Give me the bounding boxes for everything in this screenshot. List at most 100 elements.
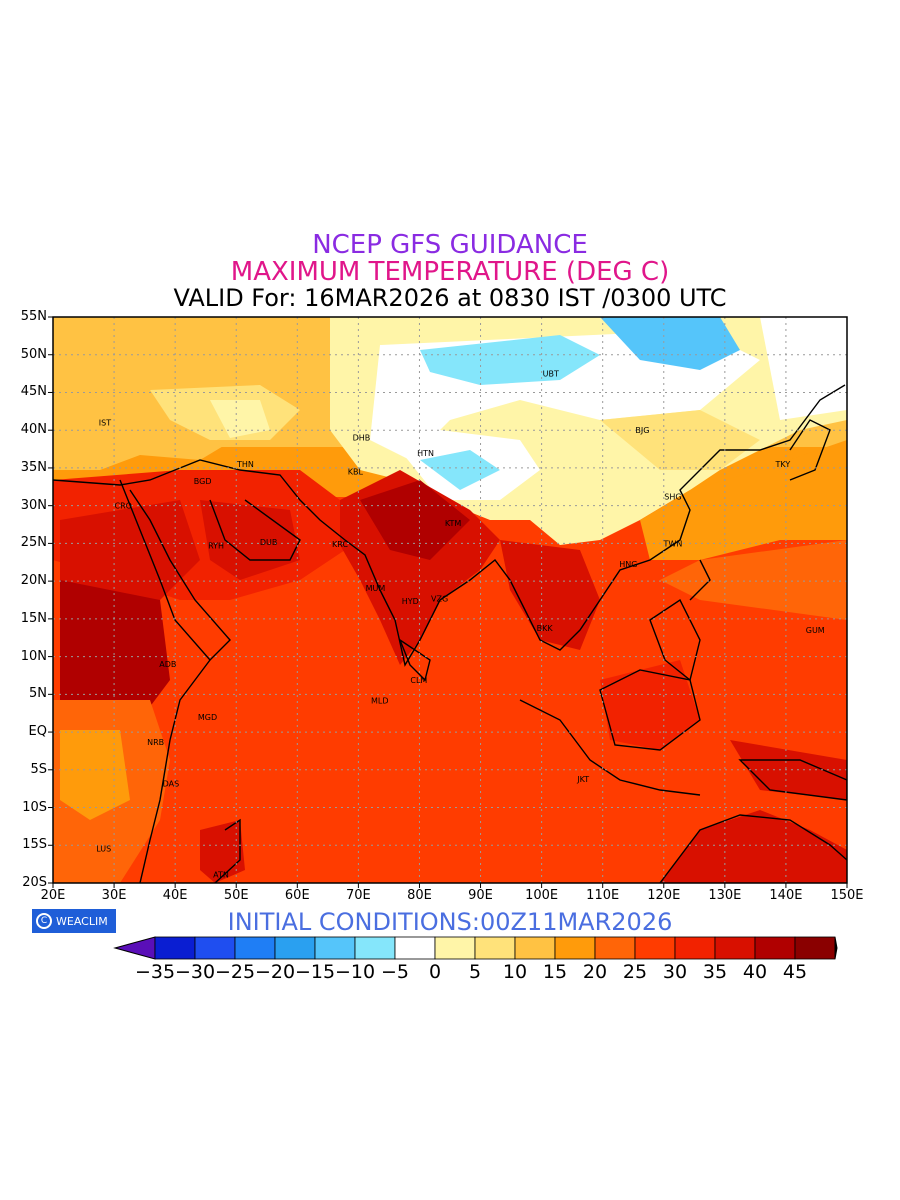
lon-label: 150E [830,888,864,903]
lon-label: 40E [162,888,188,903]
title-line-2: MAXIMUM TEMPERATURE (DEG C) [230,257,670,287]
lat-label: 15N [20,610,47,626]
city-label-dub: DUB [260,538,278,547]
lon-label: 80E [407,888,432,903]
lon-label: 100E [525,888,559,903]
lon-label: 30E [101,888,127,903]
lat-label: 35N [20,459,47,475]
colorbar-label: −35 [135,961,176,983]
lat-label: 15S [22,837,47,853]
colorbar-label: −15 [295,961,336,983]
city-label-cro: CRO [115,502,132,511]
city-label-tky: TKY [775,460,791,469]
colorbar-swatch [754,936,796,960]
lat-label: EQ [28,724,47,740]
city-label-mld: MLD [371,696,389,705]
lat-lon-grid [53,317,847,883]
colorbar-swatch [714,936,756,960]
city-label-twn: TWN [663,539,683,548]
city-label-ubt: UBT [543,370,559,379]
city-label-bjg: BJG [635,426,649,435]
title-line-3: VALID For: 16MAR2026 at 0830 IST /0300 U… [173,284,727,312]
colorbar-label: −20 [255,961,296,983]
colorbar-label: −30 [175,961,216,983]
initial-conditions: INITIAL CONDITIONS:00Z11MAR2026 [227,908,673,936]
colorbar [113,936,838,960]
colorbar-label: 45 [782,961,808,983]
colorbar-label: 15 [542,961,568,983]
city-markers: UBT IST DHB HTN BJG THN KBL TKY BGD SHG CRO KTM KRC R… [96,370,825,880]
city-label-lus: LUS [96,844,111,853]
colorbar-label: 20 [582,961,608,983]
lon-label: 130E [708,888,742,903]
lat-label: 50N [20,346,47,362]
temperature-map: UBT IST DHB HTN BJG THN KBL TKY BGD SHG CRO KTM KRC R… [48,316,848,888]
city-label-ktm: KTM [445,519,462,528]
colorbar-swatch [594,936,636,960]
colorbar-swatch [394,936,436,960]
lat-label: 55N [20,309,47,324]
colorbar-label: 35 [702,961,728,983]
colorbar-label: 30 [662,961,688,983]
city-label-hng: HNG [619,560,637,569]
colorbar-swatch [554,936,596,960]
city-label-ist: IST [99,419,111,428]
lat-label: 25N [20,535,47,551]
colorbar-swatch [354,936,396,960]
colorbar-label: 5 [468,961,482,983]
temperature-field: UBT IST DHB HTN BJG THN KBL TKY BGD SHG CRO KTM KRC R… [53,317,847,883]
colorbar-swatch [674,936,716,960]
lat-label: 40N [20,422,47,438]
lat-label: 5N [29,686,47,702]
colorbar-swatch [514,936,556,960]
city-label-bgd: BGD [194,477,212,486]
colorbar-swatch [154,936,196,960]
lon-label: 70E [345,888,371,903]
colorbar-label: −5 [380,961,409,983]
lon-label: 140E [769,888,803,903]
city-label-kbl: KBL [348,468,364,477]
city-label-krc: KRC [332,540,348,549]
city-label-mum: MUM [366,584,386,593]
lat-label: 10S [22,799,47,815]
city-label-mgd: MGD [198,713,217,722]
lat-label: 5S [30,761,47,777]
logo-text: WEACLIM [56,914,108,928]
colorbar-label: −10 [335,961,376,983]
city-label-htn: HTN [417,449,434,458]
colorbar-swatch [474,936,516,960]
colorbar-label: 40 [742,961,768,983]
colorbar-swatch [794,936,836,960]
logo-icon: C [36,913,52,929]
city-label-hyd: HYD [402,597,419,606]
city-label-nrb: NRB [147,738,164,747]
lon-label: 60E [284,888,310,903]
colorbar-high-extend [834,936,838,960]
city-label-shg: SHG [664,493,681,502]
city-label-gum: GUM [806,626,825,635]
city-label-das: DAS [163,779,180,788]
weaclim-logo: C WEACLIM [32,909,116,933]
lat-label: 45N [20,384,47,400]
colorbar-label: 0 [428,961,442,983]
city-label-clm: CLM [410,676,427,685]
city-label-ryh: RYH [208,542,224,551]
title-line-1: NCEP GFS GUIDANCE [312,230,588,260]
city-label-vzg: VZG [431,594,448,603]
lon-label: 120E [647,888,681,903]
lon-label: 90E [468,888,493,903]
map-frame [52,316,848,884]
axis-ticks [48,316,848,888]
colorbar-low-extend [113,936,156,960]
colorbar-label: −25 [215,961,256,983]
colorbar-swatch [234,936,276,960]
city-label-dhb: DHB [353,434,371,443]
lat-label: 20S [22,875,47,890]
lon-label: 50E [223,888,249,903]
colorbar-swatch [274,936,316,960]
lon-label: 110E [586,888,620,903]
colorbar-swatch [194,936,236,960]
colorbar-swatch [434,936,476,960]
colorbar-label: 10 [502,961,528,983]
city-label-thn: THN [236,460,254,469]
